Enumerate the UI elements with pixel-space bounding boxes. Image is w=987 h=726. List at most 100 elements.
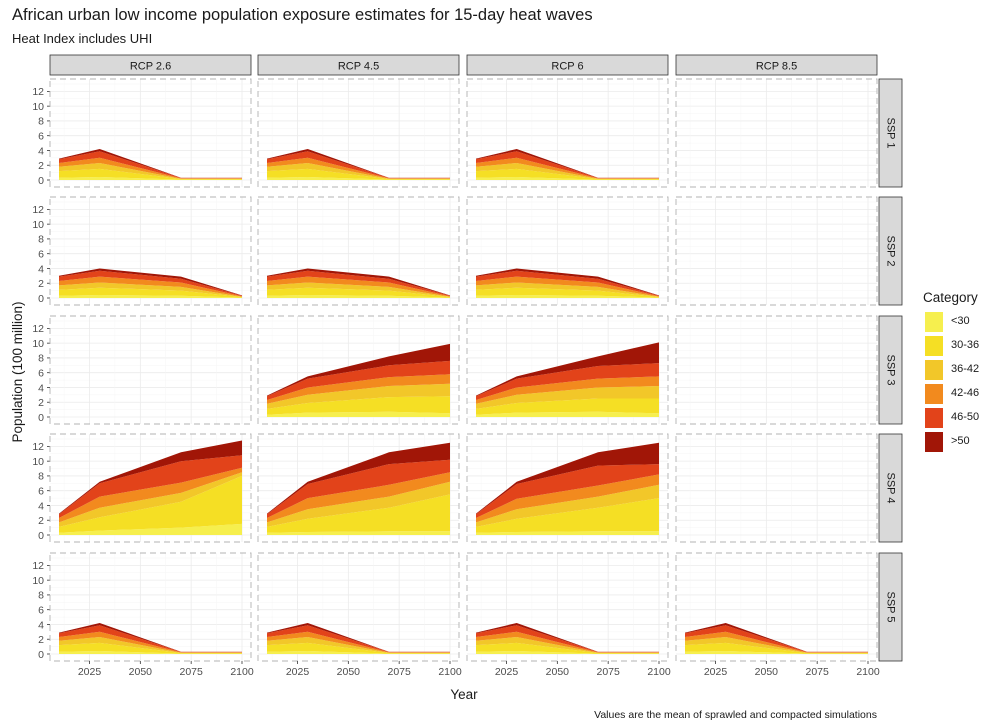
area-band bbox=[267, 442, 450, 515]
y-tick-label: 0 bbox=[38, 649, 44, 661]
facet-label-row: SSP 4 bbox=[885, 473, 897, 504]
y-tick-label: 10 bbox=[32, 219, 44, 231]
panel-border bbox=[675, 433, 878, 543]
area-band bbox=[59, 440, 242, 515]
x-tick-label: 2025 bbox=[286, 666, 310, 678]
y-tick-label: 0 bbox=[38, 412, 44, 424]
area-band bbox=[267, 282, 450, 297]
area-band bbox=[59, 151, 242, 179]
area-band bbox=[267, 163, 450, 179]
panel-border bbox=[257, 315, 460, 425]
area-band bbox=[267, 151, 450, 179]
y-tick-label: 12 bbox=[32, 86, 44, 98]
panel-border bbox=[675, 552, 878, 662]
x-axis-title: Year bbox=[450, 687, 478, 702]
facet-strip-row bbox=[878, 433, 903, 543]
y-tick-label: 8 bbox=[38, 471, 44, 483]
y-tick-label: 4 bbox=[38, 382, 44, 394]
y-tick-label: 4 bbox=[38, 263, 44, 275]
area-band bbox=[267, 637, 450, 653]
y-tick-label: 0 bbox=[38, 293, 44, 305]
y-tick-label: 2 bbox=[38, 278, 44, 290]
area-band bbox=[476, 342, 659, 397]
area-band bbox=[59, 168, 242, 180]
x-tick-label: 2100 bbox=[230, 666, 254, 678]
y-tick-label: 2 bbox=[38, 160, 44, 172]
area-band bbox=[476, 464, 659, 518]
chart-title: African urban low income population expo… bbox=[12, 6, 593, 24]
area-band bbox=[267, 531, 450, 535]
panel-border bbox=[257, 78, 460, 188]
y-axis-title: Population (100 million) bbox=[10, 301, 25, 442]
area-band bbox=[476, 363, 659, 400]
area-band bbox=[59, 523, 242, 535]
x-tick-label: 2050 bbox=[755, 666, 779, 678]
area-band bbox=[476, 282, 659, 297]
y-tick-label: 6 bbox=[38, 604, 44, 616]
x-tick-label: 2025 bbox=[78, 666, 102, 678]
area-band bbox=[476, 270, 659, 297]
area-band bbox=[476, 295, 659, 298]
facet-strip-col bbox=[466, 54, 669, 76]
x-tick-label: 2075 bbox=[596, 666, 620, 678]
area-band bbox=[685, 642, 868, 654]
panel-border bbox=[466, 196, 669, 306]
panel-border bbox=[49, 433, 252, 543]
area-band bbox=[267, 374, 450, 404]
legend-swatch bbox=[925, 360, 943, 380]
facet-label-row: SSP 5 bbox=[885, 592, 897, 623]
area-band bbox=[476, 268, 659, 296]
area-band bbox=[476, 651, 659, 654]
area-band bbox=[267, 168, 450, 180]
x-tick-label: 2100 bbox=[647, 666, 671, 678]
area-band bbox=[267, 360, 450, 400]
x-tick-label: 2050 bbox=[546, 666, 570, 678]
facet-label-col: RCP 8.5 bbox=[756, 61, 797, 73]
area-band bbox=[476, 631, 659, 653]
y-tick-label: 10 bbox=[32, 338, 44, 350]
panel-border bbox=[675, 196, 878, 306]
y-tick-label: 12 bbox=[32, 441, 44, 453]
y-tick-label: 0 bbox=[38, 175, 44, 187]
area-band bbox=[476, 177, 659, 180]
y-tick-label: 10 bbox=[32, 575, 44, 587]
area-band bbox=[685, 651, 868, 654]
panel-border bbox=[257, 196, 460, 306]
y-tick-label: 2 bbox=[38, 515, 44, 527]
facet-label-row: SSP 1 bbox=[885, 118, 897, 149]
area-band bbox=[267, 383, 450, 409]
legend-label: 36-42 bbox=[951, 363, 980, 375]
facet-label-col: RCP 6 bbox=[551, 61, 583, 73]
area-band bbox=[476, 642, 659, 654]
facet-strip-col bbox=[49, 54, 252, 76]
area-band bbox=[267, 177, 450, 180]
facet-strip-row bbox=[878, 78, 903, 188]
x-tick-label: 2075 bbox=[387, 666, 411, 678]
facet-strip-col bbox=[257, 54, 460, 76]
legend-label: 30-36 bbox=[951, 339, 980, 351]
y-tick-label: 0 bbox=[38, 530, 44, 542]
panel-border bbox=[466, 315, 669, 425]
legend-label: 42-46 bbox=[951, 387, 980, 399]
panel-border bbox=[257, 552, 460, 662]
y-tick-label: 12 bbox=[32, 323, 44, 335]
y-tick-label: 10 bbox=[32, 101, 44, 113]
area-band bbox=[476, 276, 659, 297]
area-band bbox=[476, 625, 659, 653]
area-band bbox=[267, 276, 450, 297]
area-band bbox=[267, 481, 450, 527]
chart-caption: Values are the mean of sprawled and comp… bbox=[594, 709, 877, 721]
y-tick-label: 6 bbox=[38, 485, 44, 497]
legend-title: Category bbox=[923, 290, 978, 305]
y-tick-label: 4 bbox=[38, 619, 44, 631]
panel-border bbox=[49, 78, 252, 188]
x-tick-label: 2050 bbox=[129, 666, 153, 678]
y-tick-label: 8 bbox=[38, 234, 44, 246]
y-tick-label: 2 bbox=[38, 634, 44, 646]
area-band bbox=[267, 651, 450, 654]
panel-border bbox=[466, 78, 669, 188]
x-tick-label: 2075 bbox=[179, 666, 203, 678]
area-band bbox=[267, 287, 450, 298]
legend-swatch bbox=[925, 384, 943, 404]
